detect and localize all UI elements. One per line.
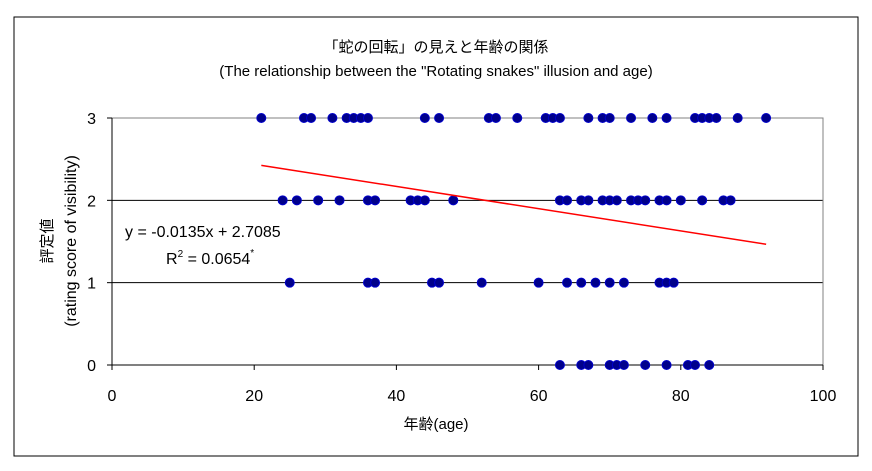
data-point — [448, 195, 459, 206]
y-tick-label: 2 — [87, 193, 96, 210]
r2-label: R — [166, 251, 178, 268]
data-point — [313, 195, 324, 206]
data-point — [604, 277, 615, 288]
data-point — [697, 195, 708, 206]
r-squared: R2 = 0.0654* — [166, 248, 254, 268]
axis-ticks: 0 1 2 3 0 20 40 60 80 100 — [87, 111, 836, 405]
data-point — [370, 195, 381, 206]
x-tick-label: 100 — [810, 388, 837, 405]
r2-star: * — [250, 248, 254, 259]
data-points — [256, 113, 772, 370]
data-point — [434, 277, 445, 288]
trend-equation: y = -0.0135x + 2.7085 — [125, 224, 281, 241]
r2-sup: 2 — [178, 249, 184, 260]
chart-subtitle: (The relationship between the "Rotating … — [219, 63, 652, 80]
data-point — [434, 113, 445, 123]
x-axis-label: 年齢(age) — [403, 416, 468, 433]
data-point — [562, 277, 573, 288]
data-point — [690, 360, 701, 370]
y-tick-label: 0 — [87, 358, 96, 375]
data-point — [554, 360, 565, 370]
data-point — [640, 360, 651, 370]
data-point — [675, 195, 686, 206]
data-point — [284, 277, 295, 288]
x-tick-label: 60 — [530, 388, 548, 405]
x-tick-label: 0 — [108, 388, 117, 405]
data-point — [583, 195, 594, 206]
data-point — [362, 113, 373, 123]
data-point — [419, 113, 430, 123]
data-point — [732, 113, 743, 123]
data-point — [306, 113, 317, 123]
data-point — [419, 195, 430, 206]
data-point — [668, 277, 679, 288]
data-point — [490, 113, 501, 123]
data-point — [512, 113, 523, 123]
y-axis-label-en: (rating score of visibility) — [63, 155, 80, 327]
data-point — [583, 113, 594, 123]
data-point — [562, 195, 573, 206]
y-axis-label: 評定値 — [39, 218, 56, 263]
x-tick-label: 20 — [245, 388, 263, 405]
data-point — [626, 113, 637, 123]
data-point — [291, 195, 302, 206]
y-tick-label: 1 — [87, 276, 96, 293]
data-point — [583, 360, 594, 370]
data-point — [618, 277, 629, 288]
data-point — [618, 360, 629, 370]
r2-value: = 0.0654 — [183, 251, 250, 268]
data-point — [725, 195, 736, 206]
data-point — [704, 360, 715, 370]
data-point — [576, 277, 587, 288]
chart-title: 「蛇の回転」の見えと年齢の関係 — [323, 39, 548, 56]
data-point — [604, 113, 615, 123]
data-point — [761, 113, 772, 123]
data-point — [256, 113, 267, 123]
x-tick-label: 40 — [388, 388, 406, 405]
data-point — [661, 360, 672, 370]
data-point — [711, 113, 722, 123]
data-point — [611, 195, 622, 206]
data-point — [476, 277, 487, 288]
data-point — [647, 113, 658, 123]
data-point — [370, 277, 381, 288]
data-point — [334, 195, 345, 206]
data-point — [640, 195, 651, 206]
y-tick-label: 3 — [87, 111, 96, 128]
data-point — [661, 195, 672, 206]
data-point — [533, 277, 544, 288]
data-point — [661, 113, 672, 123]
data-point — [554, 113, 565, 123]
x-tick-label: 80 — [672, 388, 690, 405]
trendline — [261, 164, 767, 245]
data-point — [327, 113, 338, 123]
data-point — [590, 277, 601, 288]
data-point — [277, 195, 288, 206]
